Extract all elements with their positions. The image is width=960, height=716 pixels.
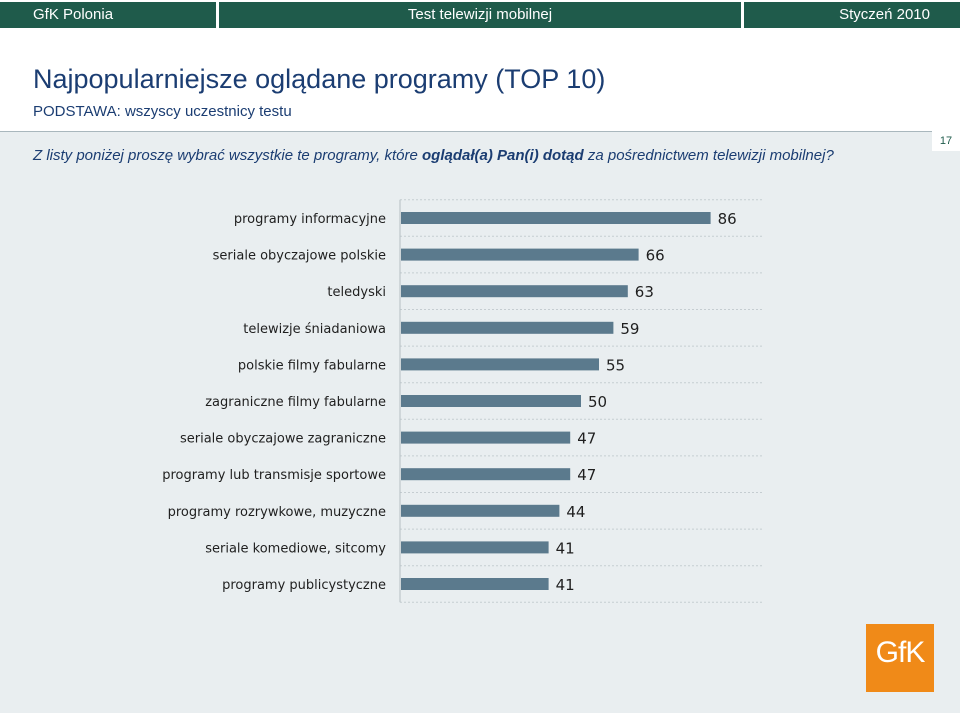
page-number: 17 [932,131,960,151]
category-label: telewizje śniadaniowa [243,322,386,337]
category-label: teledyski [327,285,386,300]
category-label: programy lub transmisje sportowe [162,468,386,483]
company-name: GfK Polonia [0,2,216,28]
slide-title: Najpopularniejsze oglądane programy (TOP… [33,64,606,94]
value-label: 47 [577,430,596,448]
value-label: 63 [635,283,654,301]
bar [401,395,581,407]
bar [401,212,711,224]
category-label: seriale obyczajowe polskie [213,249,386,264]
bar [401,358,599,371]
value-label: 41 [556,539,575,557]
slide-header: Najpopularniejsze oglądane programy (TOP… [0,30,960,131]
bar [401,321,614,334]
value-label: 55 [606,356,625,374]
question-text-bold: oglądał(a) Pan(i) dotąd [422,147,584,164]
bar [401,431,571,444]
bar [401,468,571,481]
top-bar: GfK Polonia Test telewizji mobilnej Styc… [0,0,960,30]
bar [401,541,549,554]
bar [401,578,549,590]
value-label: 44 [566,503,585,521]
question-text-end: za pośrednictwem telewizji mobilnej? [583,147,834,164]
value-label: 41 [556,576,575,594]
logo-text: GfK [875,636,926,669]
category-label: polskie filmy fabularne [238,358,386,373]
category-label: programy rozrywkowe, muzyczne [168,505,386,520]
report-date: Styczeń 2010 [744,2,960,28]
slide-subtitle: PODSTAWA: wszyscy uczestnicy testu [33,103,292,120]
value-label: 47 [577,466,596,484]
report-name: Test telewizji mobilnej [219,2,741,28]
category-label: seriale komediowe, sitcomy [205,541,386,556]
gfk-logo: GfK [866,624,934,692]
bar [401,248,639,261]
category-label: programy informacyjne [234,212,386,227]
bar [401,504,560,517]
value-label: 66 [646,247,665,265]
header-divider [0,131,960,132]
survey-question: Z listy poniżej proszę wybrać wszystkie … [33,147,834,164]
category-label: programy publicystyczne [222,578,386,593]
question-text-start: Z listy poniżej proszę wybrać wszystkie … [33,147,423,164]
bar [401,285,628,298]
value-label: 86 [718,210,737,228]
value-label: 59 [620,320,639,338]
bottom-edge [0,713,960,716]
value-label: 50 [588,393,607,411]
category-label: zagraniczne filmy fabularne [205,395,386,410]
category-label: seriale obyczajowe zagraniczne [180,432,386,447]
